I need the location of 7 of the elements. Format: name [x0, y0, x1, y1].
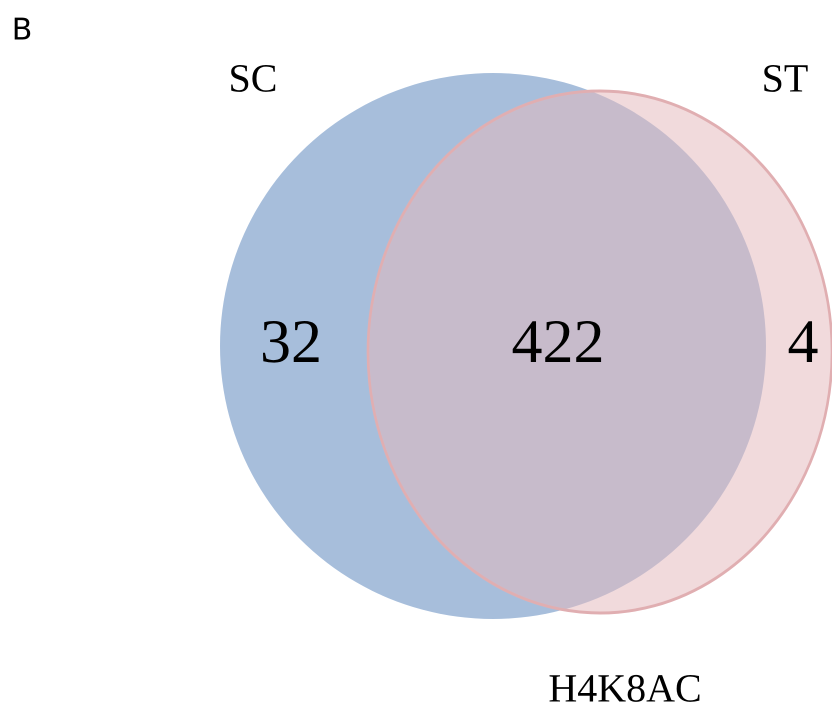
text: H4K8AC [548, 666, 702, 708]
data-label: 422 [512, 308, 604, 376]
text: B [12, 12, 32, 48]
data-label: 32 [260, 308, 322, 376]
text: SC [228, 56, 278, 100]
data-label: 4 [788, 308, 818, 376]
text: ST [762, 56, 808, 100]
